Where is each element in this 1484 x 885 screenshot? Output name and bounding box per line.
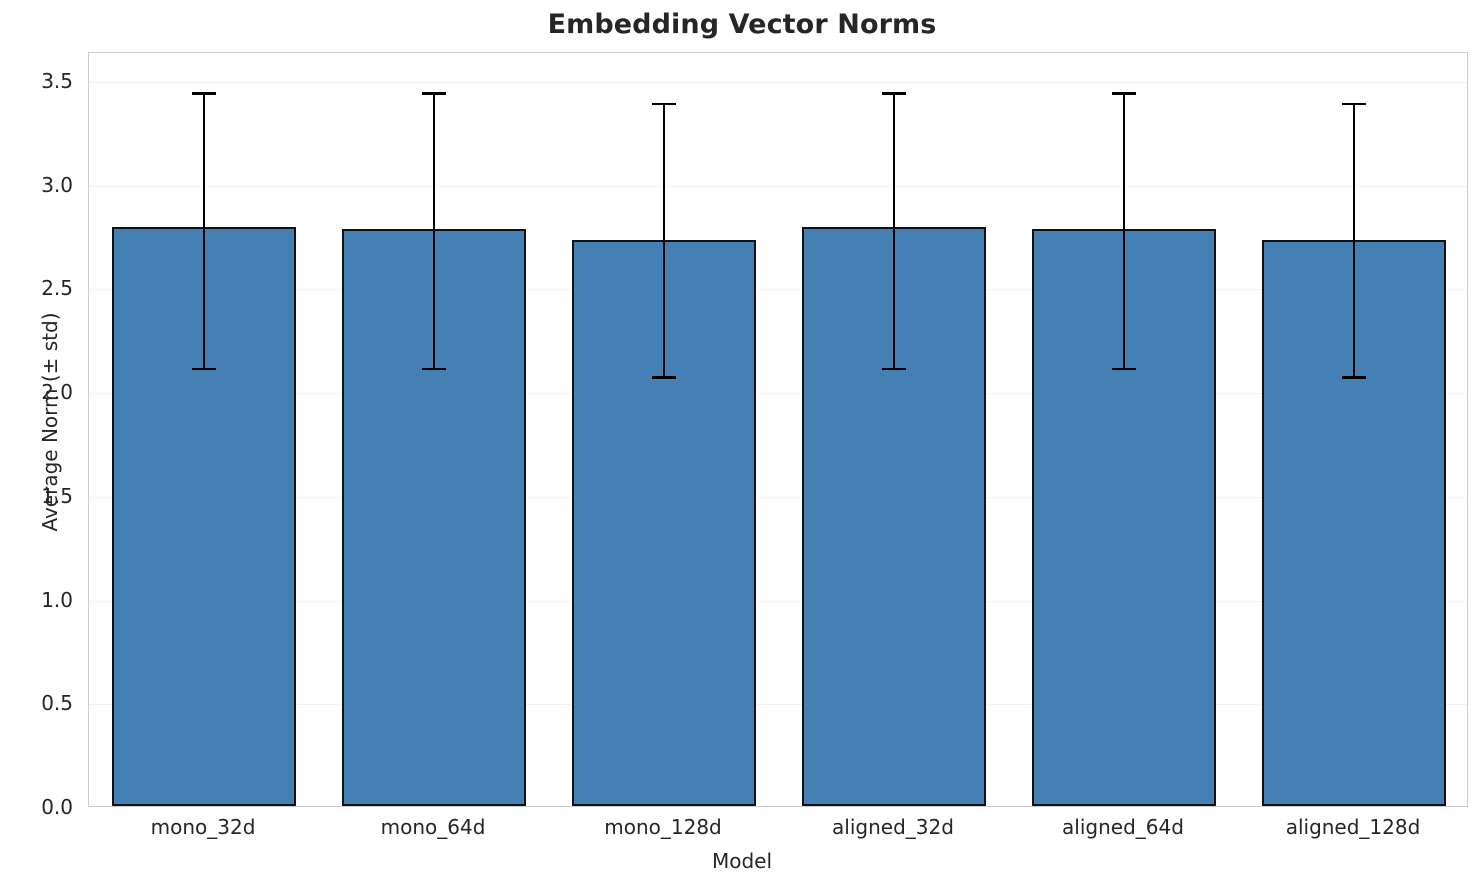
y-tick-label: 1.5: [41, 483, 73, 508]
y-tick-label: 0.5: [41, 691, 73, 716]
error-bar: [414, 92, 454, 371]
error-bar: [1334, 102, 1374, 379]
error-bar-cap-lower: [1112, 367, 1136, 371]
error-bars-layer: [89, 53, 1467, 806]
y-axis-ticks: 0.0 0.5 1.0 1.5 2.0 2.5 3.0 3.5: [41, 52, 1468, 819]
gridline: [89, 289, 1467, 291]
error-bar-line: [662, 102, 666, 379]
x-tick-label: mono_32d: [150, 815, 256, 839]
error-bar-cap-lower: [192, 367, 216, 371]
x-tick-label: aligned_64d: [1062, 815, 1184, 839]
y-tick-label: 0.0: [41, 795, 73, 819]
chart-title: Embedding Vector Norms: [547, 9, 937, 40]
gridline: [89, 600, 1467, 602]
error-bar-line: [892, 92, 896, 371]
y-tick-label: 3.0: [41, 172, 73, 197]
y-tick-label: 3.5: [41, 69, 73, 94]
gridline: [89, 82, 1467, 84]
error-bar-cap-upper: [1112, 92, 1136, 95]
bars-layer: [89, 53, 1467, 806]
error-bar: [1104, 92, 1144, 371]
gridline: [89, 393, 1467, 395]
error-bar-cap-upper: [882, 92, 906, 95]
error-bar-line: [432, 92, 436, 371]
gridline: [89, 185, 1467, 187]
error-bar: [874, 92, 914, 371]
gridline: [89, 704, 1467, 706]
x-tick-label: aligned_128d: [1285, 815, 1421, 839]
error-bar-cap-lower: [882, 367, 906, 371]
grid-layer: [89, 53, 1467, 806]
error-bar-cap-upper: [422, 92, 446, 95]
x-tick-label: mono_128d: [604, 815, 722, 839]
x-tick-label: mono_64d: [380, 815, 486, 839]
x-tick-label: aligned_32d: [832, 815, 954, 839]
y-tick-label: 2.0: [41, 380, 73, 405]
error-bar-cap-upper: [192, 92, 216, 95]
error-bar: [184, 92, 224, 371]
error-bar-cap-lower: [422, 367, 446, 371]
error-bar-cap-lower: [1342, 376, 1366, 379]
error-bar-cap-upper: [1342, 102, 1366, 106]
error-bar-line: [202, 92, 206, 371]
y-tick-label: 1.0: [41, 587, 73, 612]
error-bar-cap-lower: [652, 376, 676, 379]
error-bar-line: [1122, 92, 1126, 371]
error-bar-cap-upper: [652, 102, 676, 106]
y-tick-label: 2.5: [41, 276, 73, 301]
gridline: [89, 496, 1467, 498]
y-axis-label: Average Norm (± std): [38, 312, 62, 532]
error-bar: [644, 102, 684, 379]
error-bar-line: [1352, 102, 1356, 379]
plot-area: [88, 52, 1468, 807]
x-axis-label: Model: [711, 849, 773, 873]
